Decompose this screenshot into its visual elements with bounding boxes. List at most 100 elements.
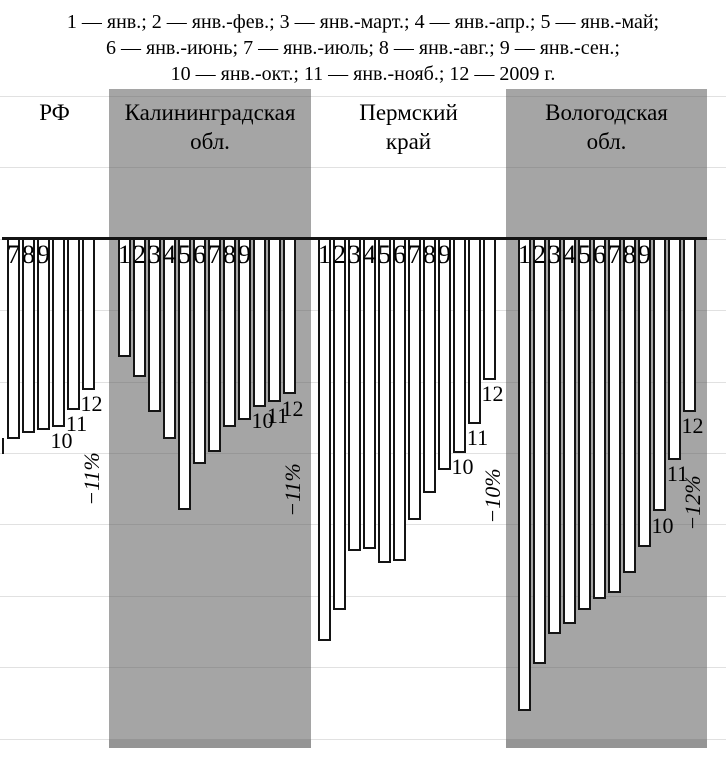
bar-perm-10	[453, 237, 466, 453]
bar-value-label-vologda-12: 12	[681, 412, 704, 438]
region-header-kaliningrad: Калининградская обл.	[109, 98, 311, 156]
bar-number-label-vologda-2: 2	[533, 240, 546, 269]
bar-number-label-kaliningrad-9: 9	[238, 240, 251, 269]
bar-number-label-vologda-9: 9	[638, 240, 651, 269]
bar-number-label-vologda-7: 7	[608, 240, 621, 269]
bar-value-label-kaliningrad-10: 10	[251, 408, 274, 434]
pct-annotation-kaliningrad: −11%	[280, 463, 305, 517]
bar-perm-6	[393, 237, 406, 562]
bar-kaliningrad-2	[133, 237, 146, 378]
bar-number-label-rf-9: 9	[37, 240, 50, 269]
bar-kaliningrad-5	[178, 237, 191, 511]
bar-number-label-vologda-1: 1	[518, 240, 531, 269]
bar-perm-4	[363, 237, 376, 549]
bar-value-label-rf-11: 11	[65, 411, 88, 437]
bar-vologda-7	[608, 237, 621, 593]
bar-kaliningrad-10	[253, 237, 266, 408]
bar-perm-3	[348, 237, 361, 552]
region-header-line: Калининградская	[124, 100, 296, 125]
bar-perm-9	[438, 237, 451, 471]
bar-number-label-rf-7: 7	[7, 240, 20, 269]
bar-number-label-vologda-3: 3	[548, 240, 561, 269]
region-panel-bottom-strip-vologda	[506, 739, 707, 748]
bar-value-label-vologda-11: 11	[666, 461, 689, 487]
bar-number-label-kaliningrad-5: 5	[178, 240, 191, 269]
bar-number-label-perm-3: 3	[348, 240, 361, 269]
region-header-line: Пермский	[359, 100, 458, 125]
bar-number-label-vologda-6: 6	[593, 240, 606, 269]
bar-rf-9	[37, 237, 50, 431]
bar-number-label-perm-5: 5	[378, 240, 391, 269]
bar-value-label-kaliningrad-12: 12	[281, 395, 304, 421]
region-header-line: РФ	[39, 100, 70, 125]
bar-kaliningrad-7	[208, 237, 221, 452]
bar-kaliningrad-1	[118, 237, 131, 358]
bar-number-label-kaliningrad-2: 2	[133, 240, 146, 269]
bar-vologda-4	[563, 237, 576, 625]
bar-perm-7	[408, 237, 421, 521]
bar-number-label-kaliningrad-8: 8	[223, 240, 236, 269]
bar-number-label-kaliningrad-6: 6	[193, 240, 206, 269]
region-header-perm: Пермский край	[311, 98, 506, 156]
bar-vologda-3	[548, 237, 561, 635]
region-header-line: обл.	[586, 129, 627, 154]
bar-number-label-perm-2: 2	[333, 240, 346, 269]
bar-vologda-11	[668, 237, 681, 461]
legend-line-3: 10 — янв.-окт.; 11 — янв.-нояб.; 12 — 20…	[170, 63, 556, 85]
gridline-10pct	[0, 96, 726, 97]
bar-rf-7	[7, 237, 20, 439]
bar-number-label-vologda-4: 4	[563, 240, 576, 269]
bar-kaliningrad-4	[163, 237, 176, 439]
bar-kaliningrad-6	[193, 237, 206, 465]
bar-number-label-kaliningrad-7: 7	[208, 240, 221, 269]
gridline--25pct	[0, 595, 726, 597]
bar-number-label-perm-8: 8	[423, 240, 436, 269]
bar-number-label-perm-9: 9	[438, 240, 451, 269]
bar-perm-1	[318, 237, 331, 642]
bar-vologda-10	[653, 237, 666, 512]
bar-number-label-vologda-5: 5	[578, 240, 591, 269]
legend-line-2: 6 — янв.-июнь; 7 — янв.-июль; 8 — янв.-а…	[106, 37, 620, 59]
bar-rf-11	[67, 237, 80, 411]
bar-vologda-5	[578, 237, 591, 611]
bar-kaliningrad-3	[148, 237, 161, 412]
bar-number-label-rf-8: 8	[22, 240, 35, 269]
bar-rf-8	[22, 237, 35, 433]
bar-perm-8	[423, 237, 436, 493]
bar-value-label-perm-10: 10	[451, 454, 474, 479]
bar-number-label-perm-7: 7	[408, 240, 421, 269]
bar-kaliningrad-11	[268, 237, 281, 402]
bar-value-label-perm-11: 11	[466, 425, 489, 451]
y-axis-tick	[2, 438, 4, 454]
bar-number-label-perm-4: 4	[363, 240, 376, 269]
bar-value-label-rf-10: 10	[50, 428, 73, 454]
bar-vologda-2	[533, 237, 546, 665]
bar-perm-11	[468, 237, 481, 425]
bar-number-label-vologda-8: 8	[623, 240, 636, 269]
legend-note: 1 — янв.; 2 — янв.-фев.; 3 — янв.-март.;…	[0, 9, 726, 87]
bar-vologda-6	[593, 237, 606, 599]
bar-number-label-perm-1: 1	[318, 240, 331, 269]
bar-kaliningrad-9	[238, 237, 251, 421]
region-header-line: Вологодская	[545, 100, 668, 125]
region-panel-bottom-strip-kaliningrad	[109, 739, 311, 748]
pct-annotation-rf: −11%	[79, 452, 104, 506]
bar-perm-2	[333, 237, 346, 611]
bar-kaliningrad-8	[223, 237, 236, 428]
bar-kaliningrad-12	[283, 237, 296, 395]
region-header-vologda: Вологодская обл.	[506, 98, 707, 156]
bar-perm-12	[483, 237, 496, 381]
bar-value-label-kaliningrad-11: 11	[266, 402, 289, 428]
bar-value-label-vologda-10: 10	[651, 512, 674, 538]
bar-vologda-1	[518, 237, 531, 712]
bar-number-label-kaliningrad-1: 1	[118, 240, 131, 269]
bar-value-label-rf-12: 12	[80, 391, 103, 417]
bar-number-label-kaliningrad-4: 4	[163, 240, 176, 269]
gridline-5pct	[0, 167, 726, 169]
pct-annotation-vologda: −12%	[680, 475, 705, 531]
bar-number-label-perm-6: 6	[393, 240, 406, 269]
bar-perm-5	[378, 237, 391, 563]
gridline--35pct	[0, 738, 726, 740]
